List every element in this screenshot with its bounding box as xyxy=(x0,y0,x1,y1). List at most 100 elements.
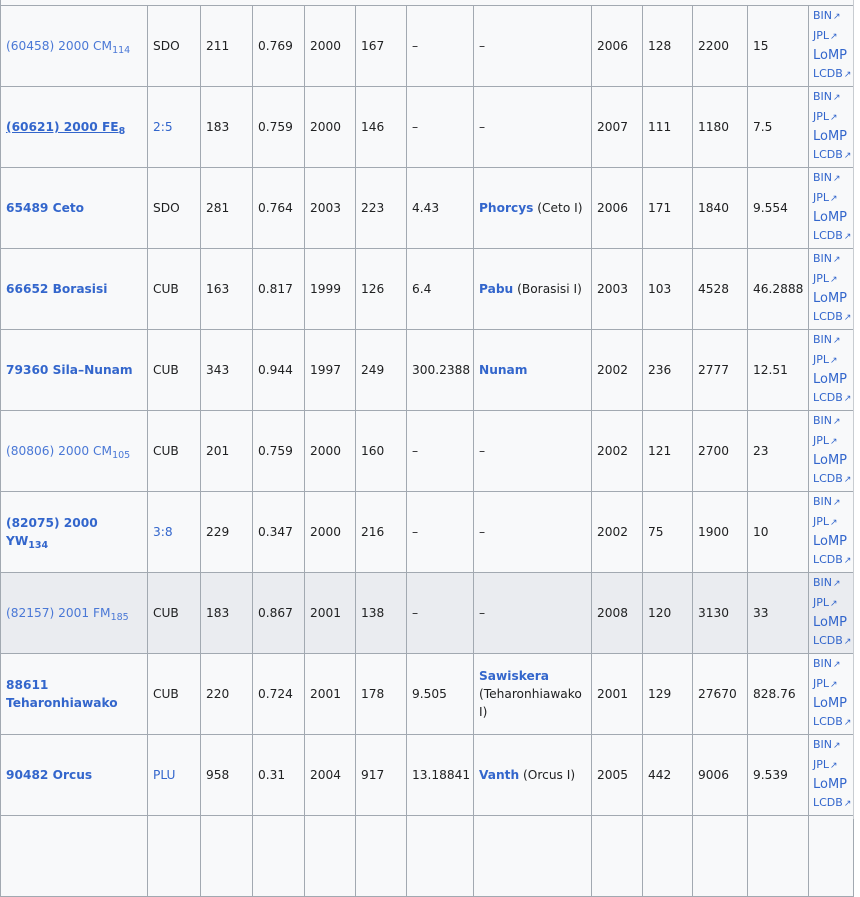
partial-cell xyxy=(473,815,592,897)
value-cell-c11: 3130 xyxy=(692,572,748,654)
value-cell-c11: 1840 xyxy=(692,167,748,249)
external-link-jpl[interactable]: JPL↗ xyxy=(813,432,849,452)
external-link-lomp[interactable]: LoMP xyxy=(813,533,849,552)
external-link-jpl[interactable]: JPL↗ xyxy=(813,675,849,695)
external-link-bin[interactable]: BIN↗ xyxy=(813,574,849,594)
object-name-link[interactable]: 66652 Borasisi xyxy=(6,282,107,296)
external-link-lomp[interactable]: LoMP xyxy=(813,290,849,309)
object-name-link[interactable]: (80806) 2000 CM105 xyxy=(6,444,130,460)
external-link-jpl[interactable]: JPL↗ xyxy=(813,756,849,776)
external-link-jpl[interactable]: JPL↗ xyxy=(813,594,849,614)
dynamical-class: CUB xyxy=(153,444,179,458)
satellite-link[interactable]: Nunam xyxy=(479,363,528,377)
external-link-label: JPL xyxy=(813,190,830,204)
external-link-jpl[interactable]: JPL↗ xyxy=(813,189,849,209)
value-cell-c7: 300.2388 xyxy=(406,329,474,411)
external-link-bin[interactable]: BIN↗ xyxy=(813,493,849,513)
external-link-lcdb[interactable]: LCDB↗ xyxy=(813,470,851,490)
object-name-cell: (60621) 2000 FE8 xyxy=(0,86,148,168)
object-name-link[interactable]: 88611 Teharonhiawako xyxy=(6,678,118,710)
value-cell-c7: – xyxy=(406,5,474,87)
external-link-bin[interactable]: BIN↗ xyxy=(813,331,849,351)
external-link-jpl[interactable]: JPL↗ xyxy=(813,27,849,47)
external-link-jpl[interactable]: JPL↗ xyxy=(813,108,849,128)
satellite-link[interactable]: Sawiskera xyxy=(479,669,549,683)
value-cell-c10: 120 xyxy=(642,572,693,654)
external-link-lomp[interactable]: LoMP xyxy=(813,371,849,390)
partial-cell xyxy=(355,815,407,897)
satellite-link[interactable]: Pabu xyxy=(479,282,514,296)
value-cell-c4: 0.764 xyxy=(252,167,305,249)
external-link-label: JPL xyxy=(813,595,830,609)
dynamical-class-link[interactable]: PLU xyxy=(153,768,176,782)
object-name-link[interactable]: 65489 Ceto xyxy=(6,201,84,215)
object-name: 65489 Ceto xyxy=(6,201,85,215)
external-link-lcdb[interactable]: LCDB↗ xyxy=(813,227,851,247)
table-row: (82075) 2000 YW134 3:8 229 0.347 2000 216– –20… xyxy=(0,491,855,573)
dynamical-class-link[interactable]: 2:5 xyxy=(153,120,173,134)
table-row: 90482 Orcus PLU 958 0.31 2004 917 13.18841 Vant… xyxy=(0,734,855,816)
table-row: (60621) 2000 FE8 2:5 183 0.759 2000 146– –2007… xyxy=(0,86,855,168)
external-link-jpl[interactable]: JPL↗ xyxy=(813,351,849,371)
object-name-link[interactable]: 79360 Sila–Nunam xyxy=(6,363,133,377)
satellite-note: (Orcus I) xyxy=(519,768,576,782)
external-link-label: BIN xyxy=(813,9,833,23)
external-link-icon: ↗ xyxy=(833,255,841,266)
value-cell-c12: 9.554 xyxy=(747,167,809,249)
external-link-lomp[interactable]: LoMP xyxy=(813,695,849,714)
external-link-lcdb[interactable]: LCDB↗ xyxy=(813,65,851,85)
satellite-link[interactable]: Phorcys xyxy=(479,201,534,215)
external-link-lomp[interactable]: LoMP xyxy=(813,452,849,471)
external-link-lomp[interactable]: LoMP xyxy=(813,128,849,147)
value-cell-c10: 111 xyxy=(642,86,693,168)
satellite-none: – xyxy=(479,525,486,539)
dynamical-class: SDO xyxy=(153,201,180,215)
external-link-bin[interactable]: BIN↗ xyxy=(813,169,849,189)
external-link-bin[interactable]: BIN↗ xyxy=(813,412,849,432)
value-cell-c6: 138 xyxy=(355,572,407,654)
external-link-bin[interactable]: BIN↗ xyxy=(813,655,849,675)
external-link-lcdb[interactable]: LCDB↗ xyxy=(813,146,851,166)
external-link-icon: ↗ xyxy=(830,274,838,285)
external-link-bin[interactable]: BIN↗ xyxy=(813,7,849,27)
external-link-label: LCDB xyxy=(813,310,843,324)
object-name-link[interactable]: (60458) 2000 CM114 xyxy=(6,39,130,55)
external-link-icon: ↗ xyxy=(830,760,838,771)
table-row: 65489 Ceto SDO 281 0.764 2003 223 4.43 Phorcys … xyxy=(0,167,855,249)
value-cell-c5: 1999 xyxy=(304,248,356,330)
value-cell-c11: 2777 xyxy=(692,329,748,411)
value-cell-c3: 183 xyxy=(200,572,253,654)
external-link-lcdb[interactable]: LCDB↗ xyxy=(813,713,851,733)
external-link-icon: ↗ xyxy=(833,579,841,590)
external-links-cell: BIN↗ JPL↗ LoMP LCDB↗ xyxy=(807,248,855,330)
external-link-lcdb[interactable]: LCDB↗ xyxy=(813,308,851,328)
object-name-link[interactable]: 90482 Orcus xyxy=(6,768,92,782)
external-link-lcdb[interactable]: LCDB↗ xyxy=(813,794,851,814)
external-link-lomp[interactable]: LoMP xyxy=(813,776,849,795)
dynamical-class-cell: 3:8 xyxy=(147,491,201,573)
object-name-cell: (82075) 2000 YW134 xyxy=(0,491,148,573)
external-link-bin[interactable]: BIN↗ xyxy=(813,250,849,270)
satellite-link[interactable]: Vanth xyxy=(479,768,520,782)
external-link-jpl[interactable]: JPL↗ xyxy=(813,270,849,290)
object-name: (60458) 2000 CM xyxy=(6,39,113,53)
external-link-jpl[interactable]: JPL↗ xyxy=(813,513,849,533)
external-link-lcdb[interactable]: LCDB↗ xyxy=(813,632,851,652)
object-name-link[interactable]: (60621) 2000 FE8 xyxy=(6,120,125,136)
external-link-lcdb[interactable]: LCDB↗ xyxy=(813,551,851,571)
value-cell-c5: 2000 xyxy=(304,86,356,168)
object-name-link[interactable]: (82157) 2001 FM185 xyxy=(6,606,129,622)
dynamical-class-cell: CUB xyxy=(147,248,201,330)
external-link-lomp[interactable]: LoMP xyxy=(813,614,849,633)
external-link-lomp[interactable]: LoMP xyxy=(813,47,849,66)
dynamical-class-link[interactable]: 3:8 xyxy=(153,525,173,539)
value-cell-c6: 178 xyxy=(355,653,407,735)
external-link-lomp[interactable]: LoMP xyxy=(813,209,849,228)
external-link-bin[interactable]: BIN↗ xyxy=(813,736,849,756)
satellite-none: – xyxy=(479,120,486,134)
value-cell-c5: 2000 xyxy=(304,410,356,492)
external-link-bin[interactable]: BIN↗ xyxy=(813,88,849,108)
object-name-link[interactable]: (82075) 2000 YW134 xyxy=(6,516,98,550)
external-link-lcdb[interactable]: LCDB↗ xyxy=(813,389,851,409)
external-link-icon: ↗ xyxy=(830,193,838,204)
